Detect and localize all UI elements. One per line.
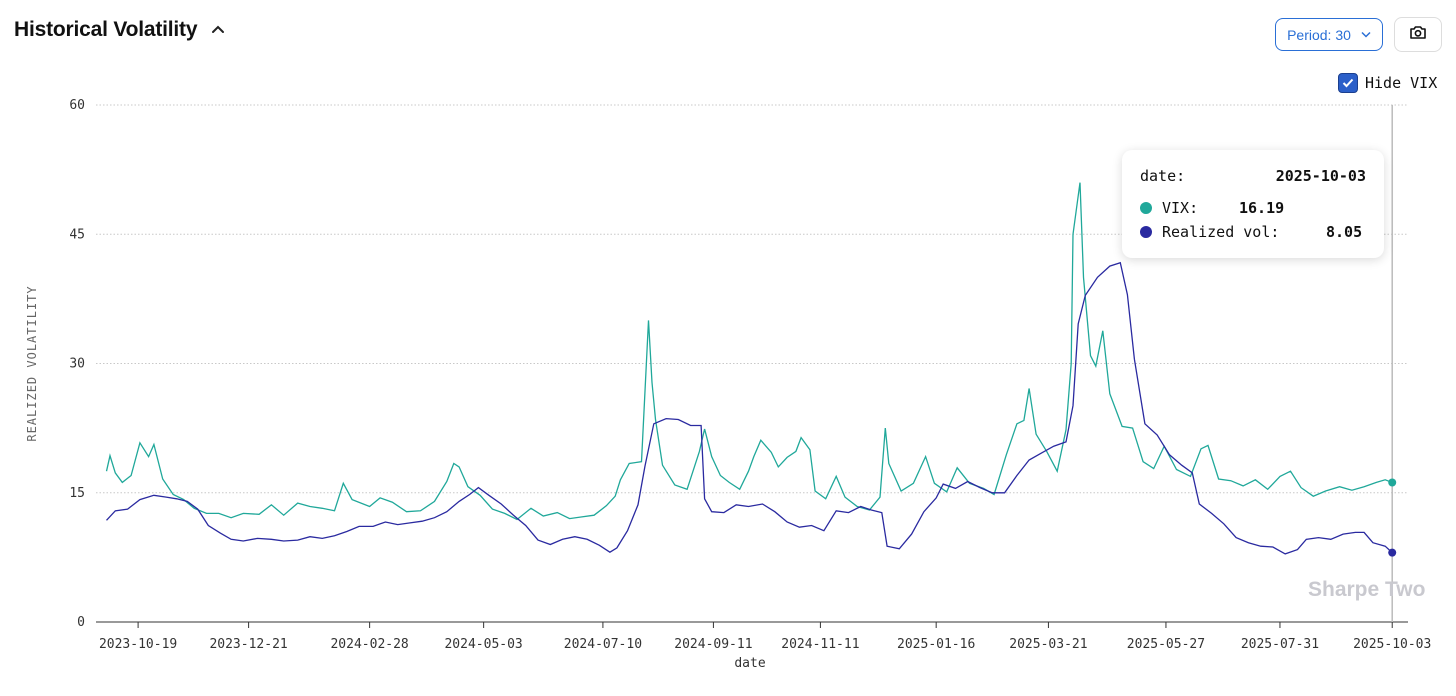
- y-tick-label: 30: [69, 357, 85, 372]
- chart-title: Historical Volatility: [14, 18, 198, 41]
- realized-vol-legend-dot: [1140, 226, 1152, 238]
- x-tick-label: 2023-10-19: [99, 637, 177, 652]
- tooltip-date-value: 2025-10-03: [1275, 167, 1366, 185]
- screenshot-button[interactable]: [1394, 17, 1442, 52]
- chevron-down-icon: [1361, 29, 1371, 41]
- y-axis: 0 15 30 45 60: [69, 98, 85, 630]
- chart-header: Historical Volatility: [14, 18, 225, 42]
- x-tick-label: 2024-07-10: [564, 637, 642, 652]
- x-axis: 2023-10-19 2023-12-21 2024-02-28 2024-05-03…: [99, 622, 1431, 652]
- realized-vol-series-line[interactable]: [106, 261, 1393, 555]
- chevron-up-icon[interactable]: [211, 22, 225, 38]
- vix-hover-point: [1388, 478, 1397, 487]
- x-tick-label: 2025-01-16: [897, 637, 975, 652]
- x-axis-title: date: [734, 656, 765, 671]
- tooltip-rv-value: 8.05: [1326, 223, 1363, 241]
- y-axis-title: REALIZED VOLATILITY: [25, 285, 39, 441]
- realized-vol-hover-point: [1388, 548, 1397, 557]
- hide-vix-toggle[interactable]: Hide VIX: [1338, 73, 1437, 93]
- x-tick-label: 2023-12-21: [209, 637, 287, 652]
- period-select-label: Period: 30: [1287, 26, 1351, 43]
- y-tick-label: 0: [77, 615, 85, 630]
- tooltip-vix-value: 16.19: [1239, 199, 1285, 217]
- tooltip-rv-label: Realized vol:: [1162, 223, 1280, 241]
- x-tick-label: 2025-05-27: [1127, 637, 1205, 652]
- y-tick-label: 60: [69, 98, 85, 113]
- vix-legend-dot: [1140, 202, 1152, 214]
- vix-series-line[interactable]: [105, 182, 1393, 521]
- watermark: Sharpe Two: [1308, 578, 1426, 601]
- period-select[interactable]: Period: 30: [1275, 18, 1383, 51]
- y-tick-label: 45: [69, 227, 85, 242]
- camera-icon: [1409, 25, 1427, 45]
- hide-vix-label: Hide VIX: [1365, 74, 1438, 92]
- chart-tooltip: date: 2025-10-03 VIX: 16.19 Realized vol…: [1122, 150, 1384, 258]
- tooltip-rv-row: Realized vol: 8.05: [1140, 220, 1366, 244]
- tooltip-date-label: date:: [1140, 167, 1186, 185]
- tooltip-vix-label: VIX:: [1162, 199, 1199, 217]
- hide-vix-checkbox[interactable]: [1338, 73, 1358, 93]
- x-tick-label: 2024-05-03: [444, 637, 522, 652]
- x-tick-label: 2025-03-21: [1009, 637, 1087, 652]
- tooltip-date-row: date: 2025-10-03: [1140, 164, 1366, 188]
- x-tick-label: 2025-07-31: [1241, 637, 1319, 652]
- y-tick-label: 15: [69, 486, 85, 501]
- x-tick-label: 2024-02-28: [330, 637, 408, 652]
- x-tick-label: 2024-09-11: [674, 637, 752, 652]
- x-tick-label: 2025-10-03: [1353, 637, 1431, 652]
- x-tick-label: 2024-11-11: [781, 637, 859, 652]
- tooltip-vix-row: VIX: 16.19: [1140, 196, 1366, 220]
